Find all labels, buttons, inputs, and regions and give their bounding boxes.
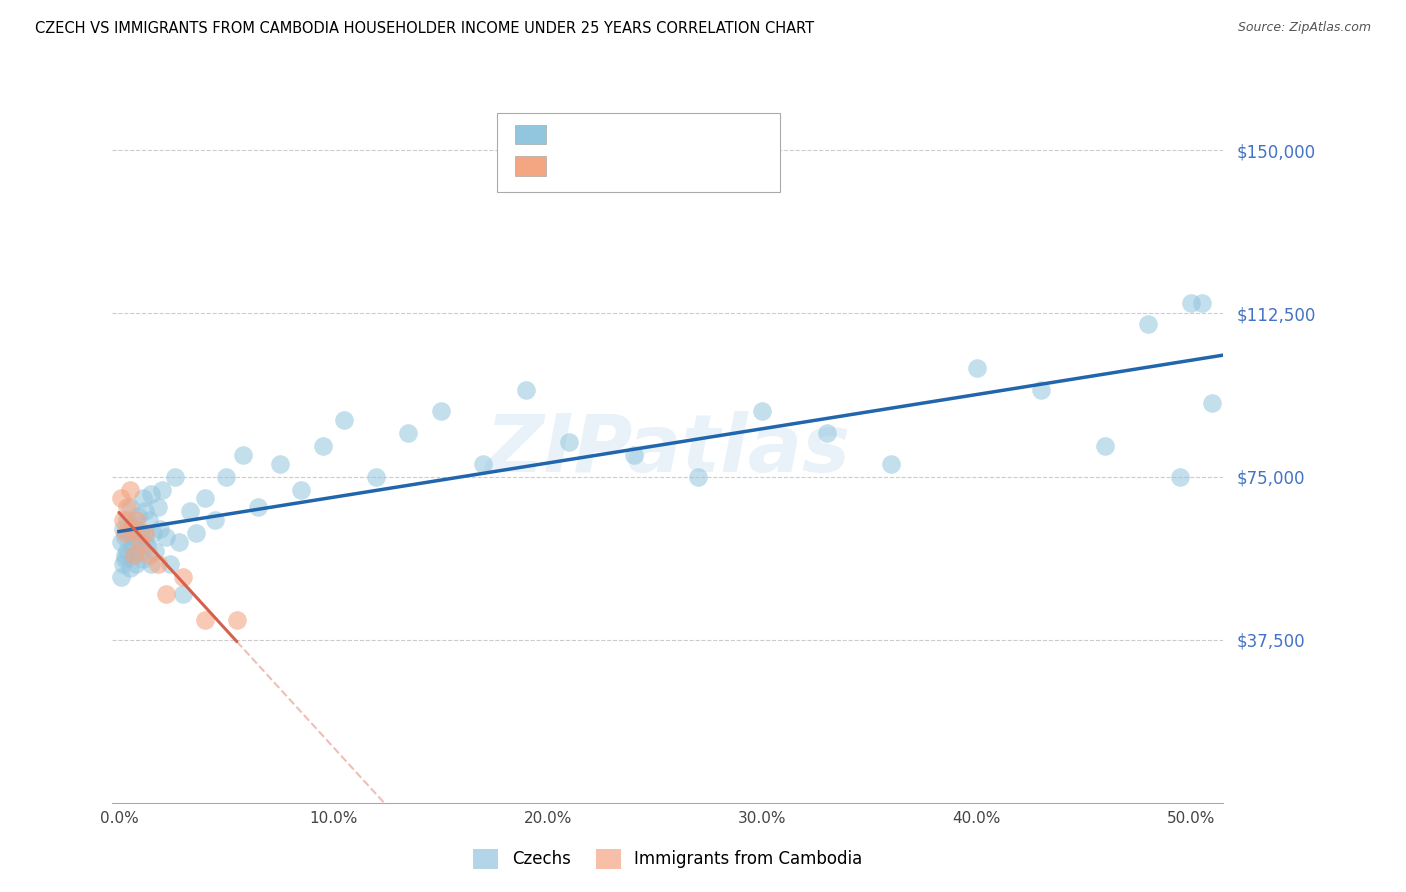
Point xyxy=(1137,318,1160,332)
Point xyxy=(127,534,149,549)
Point xyxy=(215,469,238,483)
Point xyxy=(396,425,419,440)
Point xyxy=(880,457,903,471)
Point xyxy=(122,548,145,562)
Point xyxy=(558,434,581,449)
Point xyxy=(1201,395,1223,409)
Point xyxy=(333,413,356,427)
Text: N =: N = xyxy=(664,125,703,143)
Point xyxy=(139,557,162,571)
Point xyxy=(247,500,270,514)
Point xyxy=(155,587,177,601)
Point xyxy=(204,513,226,527)
Point xyxy=(146,500,169,514)
Point xyxy=(150,483,173,497)
Point xyxy=(118,561,141,575)
Point xyxy=(515,383,537,397)
Point xyxy=(815,425,838,440)
Point xyxy=(429,404,451,418)
Point xyxy=(163,469,186,483)
Point xyxy=(1094,439,1116,453)
Point xyxy=(138,548,160,562)
Point xyxy=(1168,469,1191,483)
Point xyxy=(139,487,162,501)
Point xyxy=(114,526,136,541)
Point xyxy=(122,548,145,562)
Point xyxy=(112,522,135,536)
Point xyxy=(623,448,645,462)
Point xyxy=(1180,295,1202,310)
Point xyxy=(194,613,217,627)
Point xyxy=(131,491,153,506)
Point xyxy=(225,613,247,627)
Point xyxy=(311,439,333,453)
Point xyxy=(1191,295,1213,310)
Point xyxy=(172,569,194,583)
Point xyxy=(194,491,217,506)
Point xyxy=(110,491,132,506)
Point xyxy=(114,548,136,562)
Text: Source: ZipAtlas.com: Source: ZipAtlas.com xyxy=(1237,21,1371,34)
Point xyxy=(112,557,135,571)
Text: 16: 16 xyxy=(702,156,727,174)
Point xyxy=(118,500,141,514)
Point xyxy=(142,526,165,541)
Point xyxy=(145,543,167,558)
Text: -0.579: -0.579 xyxy=(596,156,661,174)
Point xyxy=(110,569,132,583)
Text: N =: N = xyxy=(664,156,703,174)
Text: ZIPatlas: ZIPatlas xyxy=(485,411,851,490)
Point xyxy=(269,457,291,471)
Point xyxy=(751,404,773,418)
Point xyxy=(172,587,194,601)
Point xyxy=(114,531,136,545)
Point xyxy=(114,552,136,566)
Point xyxy=(121,522,143,536)
Point xyxy=(149,522,172,536)
Point xyxy=(146,557,169,571)
Point xyxy=(686,469,709,483)
Point xyxy=(121,517,143,532)
Text: CZECH VS IMMIGRANTS FROM CAMBODIA HOUSEHOLDER INCOME UNDER 25 YEARS CORRELATION : CZECH VS IMMIGRANTS FROM CAMBODIA HOUSEH… xyxy=(35,21,814,36)
Legend: Czechs, Immigrants from Cambodia: Czechs, Immigrants from Cambodia xyxy=(467,842,869,876)
Point xyxy=(117,513,139,527)
Point xyxy=(125,557,148,571)
Point xyxy=(129,534,152,549)
Text: R =: R = xyxy=(557,125,596,143)
Point xyxy=(117,500,139,514)
Text: 70: 70 xyxy=(702,125,727,143)
Point xyxy=(110,534,132,549)
Point xyxy=(112,513,135,527)
Point xyxy=(129,543,152,558)
Point xyxy=(184,526,207,541)
Point xyxy=(117,543,139,558)
Point xyxy=(155,531,177,545)
Point xyxy=(134,526,156,541)
Point xyxy=(131,552,153,566)
Point xyxy=(366,469,388,483)
Point xyxy=(167,534,190,549)
Point xyxy=(134,531,156,545)
Point xyxy=(127,508,149,523)
Point xyxy=(135,539,157,553)
Point xyxy=(125,522,148,536)
Point xyxy=(159,557,181,571)
Text: R =: R = xyxy=(557,156,596,174)
Point xyxy=(1029,383,1052,397)
Point xyxy=(290,483,312,497)
Point xyxy=(121,539,143,553)
Point xyxy=(179,504,201,518)
Point xyxy=(125,513,148,527)
Point xyxy=(138,513,160,527)
Point xyxy=(472,457,495,471)
Point xyxy=(118,483,141,497)
Point xyxy=(134,504,156,518)
Point xyxy=(966,360,988,375)
Point xyxy=(232,448,254,462)
Point xyxy=(122,531,145,545)
Point xyxy=(129,526,152,541)
Point xyxy=(118,526,141,541)
Text: 0.419: 0.419 xyxy=(596,125,654,143)
